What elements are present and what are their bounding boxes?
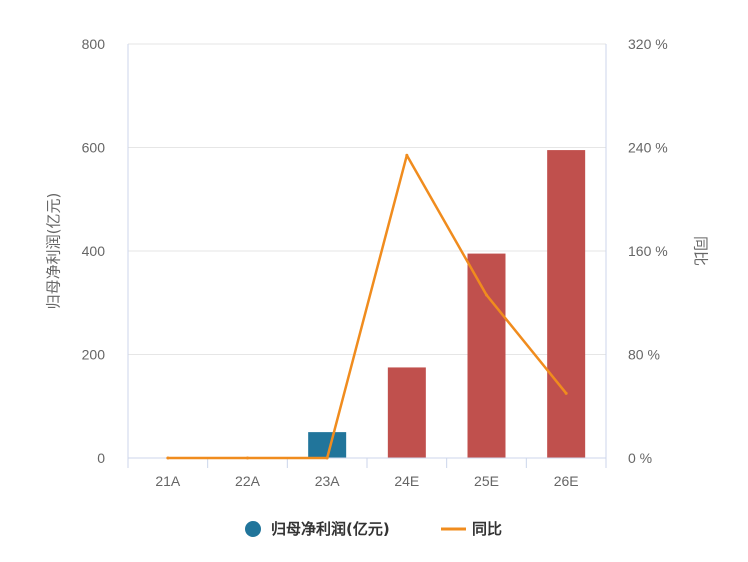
y-right-tick-label: 80 % [628, 347, 660, 363]
legend-item-line[interactable]: 同比 [441, 520, 502, 538]
y-right-tick-label: 320 % [628, 36, 668, 52]
y-right-tick-label: 160 % [628, 243, 668, 259]
legend-line-label: 同比 [472, 520, 502, 538]
line-point[interactable] [166, 456, 170, 460]
bar[interactable] [467, 253, 506, 458]
y-left-tick-label: 600 [82, 140, 106, 156]
x-tick-label: 21A [155, 473, 181, 489]
bar[interactable] [387, 367, 426, 458]
y-left-axis-title: 归母净利润(亿元) [45, 193, 63, 310]
x-tick-label: 25E [474, 473, 499, 489]
legend-item-bar[interactable]: 归母净利润(亿元) [245, 520, 390, 538]
bar[interactable] [547, 150, 586, 458]
x-tick-label: 26E [554, 473, 579, 489]
x-tick-label: 22A [235, 473, 261, 489]
line-point[interactable] [325, 456, 329, 460]
legend[interactable]: 归母净利润(亿元) 同比 [245, 520, 502, 538]
x-tick-label: 23A [315, 473, 341, 489]
y-left-tick-label: 400 [82, 243, 106, 259]
y-right-tick-label: 0 % [628, 450, 652, 466]
legend-bar-label: 归母净利润(亿元) [271, 520, 390, 538]
x-tick-label: 24E [394, 473, 419, 489]
line-point[interactable] [564, 391, 568, 395]
grid-layer [128, 43, 606, 459]
line-point[interactable] [405, 153, 409, 157]
line-series [166, 153, 568, 460]
y-left-tick-label: 800 [82, 36, 106, 52]
axes [127, 44, 607, 468]
y-right-axis-title: 同比 [692, 236, 710, 266]
tick-labels: 0 200 400 600 800 0 % 80 % 160 % 240 % 320 % 21A 22… [82, 36, 668, 489]
line-point[interactable] [485, 293, 488, 297]
line-point[interactable] [246, 456, 249, 460]
y-left-tick-label: 0 [97, 450, 105, 466]
y-left-tick-label: 200 [82, 347, 106, 363]
y-right-tick-label: 240 % [628, 140, 668, 156]
bar-series [308, 150, 586, 458]
yoy-line[interactable] [167, 154, 568, 460]
legend-bar-marker [245, 521, 261, 537]
